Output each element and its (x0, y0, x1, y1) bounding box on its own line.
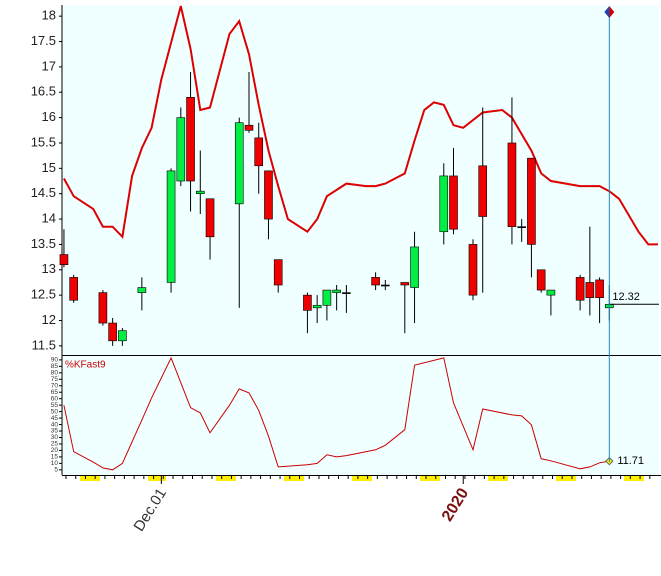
candle-body (303, 294, 312, 311)
candle-body (312, 304, 322, 309)
candle-body (186, 97, 195, 182)
cursor-diamond-top (609, 6, 615, 18)
candle-body (322, 289, 332, 306)
y-tick-label: 13 (42, 261, 56, 276)
candle-body (59, 254, 69, 266)
candle-body (468, 244, 478, 296)
last-price-label: 12.32 (612, 291, 640, 303)
candle-body (205, 198, 215, 238)
candle-body (546, 289, 556, 296)
candle-body (527, 157, 536, 245)
candle-body (69, 277, 78, 301)
y-tick-label: 15 (51, 454, 59, 461)
y-tick-label: 12.5 (31, 287, 56, 302)
overlay-line (63, 5, 658, 246)
y-tick-label: 20 (51, 447, 59, 454)
week-markers (80, 476, 644, 481)
y-tick-label: 50 (51, 408, 59, 415)
y-tick-label: 17.5 (31, 33, 56, 48)
y-tick-label: 15 (42, 160, 56, 175)
y-tick-label: 55 (51, 402, 59, 409)
candle-body (195, 190, 205, 194)
indicator-panel (62, 356, 659, 475)
y-tick-label: 65 (51, 389, 59, 396)
y-tick-label: 18 (42, 8, 56, 23)
candle-body (98, 292, 108, 324)
candle-body (381, 284, 390, 287)
candle-body (264, 170, 273, 220)
candle-body (234, 122, 244, 205)
candle-body (176, 117, 186, 182)
y-tick-label: 12 (42, 312, 56, 327)
candle-body (517, 226, 526, 228)
y-tick-label: 80 (51, 370, 59, 377)
y-tick-label: 10 (51, 460, 59, 467)
candle-body (400, 282, 410, 286)
y-tick-label: 45 (51, 415, 59, 422)
y-tick-label: 16 (42, 109, 56, 124)
y-tick-label: 13.5 (31, 236, 56, 251)
y-tick-label: 14.5 (31, 185, 56, 200)
y-tick-label: 16.5 (31, 84, 56, 99)
candle-body (371, 277, 380, 286)
y-tick-label: 35 (51, 428, 59, 435)
candle-body (507, 142, 517, 227)
y-tick-label: 40 (51, 421, 59, 428)
candle-body (575, 277, 585, 301)
indicator-line (63, 356, 610, 471)
price-panel (62, 5, 659, 355)
candle-body (118, 330, 127, 342)
candle-body (439, 175, 449, 233)
candle-body (244, 124, 254, 131)
last-value-label: 11.71 (617, 455, 644, 467)
y-tick-label: 14 (42, 210, 56, 225)
candle-body (254, 137, 264, 167)
candle-body (449, 175, 458, 230)
cursor-diamond-left (604, 6, 610, 18)
indicator-title: %KFast9 (65, 360, 106, 371)
y-tick-label: 15.5 (31, 134, 56, 149)
x-tick-label: Dec.01 (130, 485, 170, 534)
candle-body (166, 170, 176, 283)
candle-body (273, 259, 283, 286)
candle-body (478, 165, 488, 217)
y-tick-label: 75 (51, 376, 59, 383)
candle-body (536, 269, 546, 291)
candle-body (137, 287, 147, 293)
candle-body (595, 279, 604, 298)
candle-body (585, 282, 595, 298)
y-tick-label: 85 (51, 363, 59, 370)
x-tick-label: 2020 (439, 485, 472, 524)
candle-body (108, 322, 117, 342)
y-tick-label: 70 (51, 382, 59, 389)
candle-body (332, 289, 341, 293)
y-tick-label: 25 (51, 441, 59, 448)
y-tick-label: 90 (51, 357, 59, 364)
candle-body (410, 246, 419, 288)
candle-body (342, 292, 351, 294)
y-tick-label: 30 (51, 434, 59, 441)
y-tick-label: 11.5 (32, 337, 56, 352)
y-tick-label: 17 (42, 58, 56, 73)
y-tick-label: 5 (54, 467, 58, 474)
y-tick-label: 60 (51, 395, 59, 402)
